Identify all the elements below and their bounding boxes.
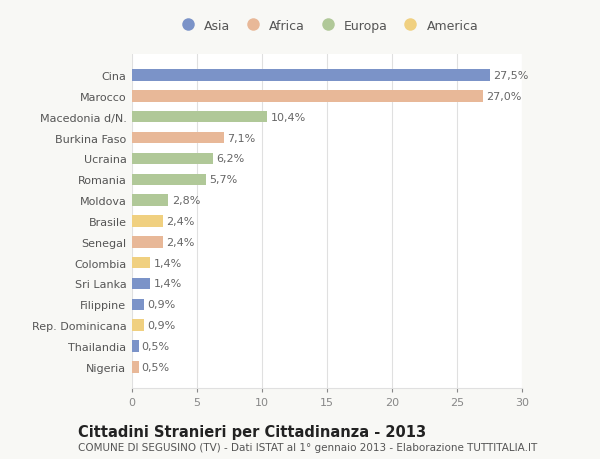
Text: 1,4%: 1,4%: [154, 279, 182, 289]
Text: 0,9%: 0,9%: [147, 320, 175, 330]
Bar: [132, 174, 206, 185]
Bar: [132, 299, 144, 310]
Text: 2,8%: 2,8%: [172, 196, 200, 206]
Text: 10,4%: 10,4%: [271, 112, 306, 123]
Text: 27,5%: 27,5%: [493, 71, 528, 81]
Bar: [132, 361, 139, 373]
Bar: [132, 153, 212, 165]
Bar: [132, 133, 224, 144]
Text: 2,4%: 2,4%: [166, 237, 195, 247]
Text: 0,5%: 0,5%: [142, 362, 170, 372]
Bar: [132, 257, 150, 269]
Text: 6,2%: 6,2%: [216, 154, 244, 164]
Text: 27,0%: 27,0%: [486, 92, 521, 102]
Bar: [132, 70, 490, 82]
Legend: Asia, Africa, Europa, America: Asia, Africa, Europa, America: [170, 15, 484, 38]
Bar: [132, 195, 169, 207]
Bar: [132, 341, 139, 352]
Text: 2,4%: 2,4%: [166, 217, 195, 226]
Bar: [132, 278, 150, 290]
Bar: [132, 320, 144, 331]
Bar: [132, 112, 267, 123]
Bar: [132, 91, 483, 102]
Text: 0,5%: 0,5%: [142, 341, 170, 351]
Bar: [132, 216, 163, 227]
Text: 7,1%: 7,1%: [227, 133, 256, 143]
Text: 1,4%: 1,4%: [154, 258, 182, 268]
Bar: [132, 236, 163, 248]
Text: Cittadini Stranieri per Cittadinanza - 2013: Cittadini Stranieri per Cittadinanza - 2…: [78, 425, 426, 440]
Text: 0,9%: 0,9%: [147, 300, 175, 310]
Text: COMUNE DI SEGUSINO (TV) - Dati ISTAT al 1° gennaio 2013 - Elaborazione TUTTITALI: COMUNE DI SEGUSINO (TV) - Dati ISTAT al …: [78, 442, 537, 452]
Text: 5,7%: 5,7%: [209, 175, 238, 185]
